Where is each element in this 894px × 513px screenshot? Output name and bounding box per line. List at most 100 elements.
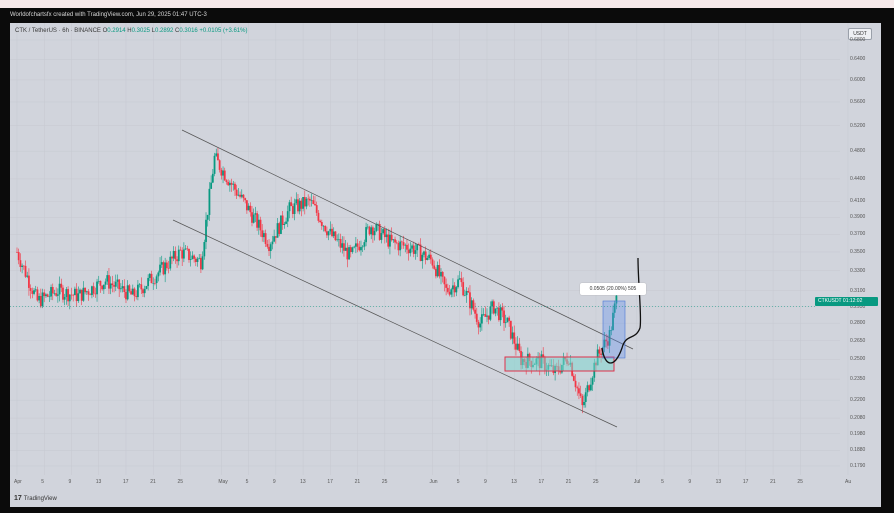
candle-body [133,288,136,297]
candle-body [142,289,144,294]
consolidation-box [504,356,615,372]
x-tick-label: 13 [715,479,722,485]
candle-body [416,244,419,251]
candle-body [600,353,602,356]
candle-body [375,224,378,231]
candle-body [343,243,345,251]
candle-body [429,254,432,260]
candle-body [191,255,194,260]
candle-body [145,286,148,289]
x-tick-label: Au [845,479,852,485]
candle-body [21,265,24,267]
ohlc-o-label: O [102,28,108,34]
candle-body [240,194,243,197]
x-tick-label: 17 [327,479,333,485]
candle-body [315,205,318,213]
candle-body [50,287,52,297]
candle-body [223,170,226,181]
candle-body [407,249,410,254]
tv-logo-text: TradingView [23,496,57,502]
candle-body [171,256,173,259]
candle-body [200,257,202,270]
candle-body [102,284,105,290]
candle-body [205,219,207,243]
candle-body [424,251,427,261]
candle-body [97,280,100,282]
candle-body [41,292,44,307]
candle-body [411,245,413,249]
y-tick-label: 0.5600 [850,98,866,105]
candle-body [17,252,20,261]
candle-body [196,258,199,262]
candle-body [589,384,592,391]
price-chart[interactable] [10,23,881,507]
candle-body [194,258,197,262]
candle-body [104,281,107,285]
candle-body [72,294,75,296]
candle-body [121,286,124,289]
candle-body [586,385,589,393]
candle-body [232,183,235,185]
candle-body [366,226,369,228]
candle-body [293,203,296,215]
candle-body [251,212,253,223]
candle-body [392,239,395,241]
candle-body [406,244,408,250]
candle-body [421,254,424,262]
candle-body [588,385,591,391]
candle-body [605,339,608,342]
y-tick-label: 0.4800 [850,148,866,155]
x-tick-label: 5 [41,479,45,485]
candle-body [31,290,34,294]
candle-body [118,279,121,290]
y-tick-label: 0.3700 [850,231,866,238]
candle-body [225,180,228,183]
candle-body [511,332,514,339]
candle-body [39,295,42,307]
candle-body [417,244,420,245]
x-tick-label: 21 [354,479,361,485]
candle-body [73,288,76,296]
y-tick-label: 0.2950 [850,303,866,310]
candle-body [167,268,170,269]
candle-body [198,257,201,259]
y-tick-label: 0.6800 [850,37,866,43]
candle-body [215,153,218,156]
candle-body [428,254,430,258]
candle-body [300,200,303,209]
candle-body [516,343,519,350]
chart-area[interactable] [10,23,881,507]
candle-body [177,249,180,262]
candle-body [62,287,64,300]
x-tick-label: Apr [14,479,22,485]
candle-body [126,285,129,300]
candle-body [36,289,39,301]
candle-body [436,265,439,277]
candle-body [201,256,204,270]
tradingview-logo[interactable]: 17 TradingView [14,495,57,502]
ticker-legend: CTK / TetherUS · 6h · BINANCE O0.2914 H0… [15,28,247,34]
candle-body [498,307,500,321]
y-tick-label: 0.1880 [850,447,866,454]
ohlc-c-label: C [175,28,180,34]
candle-body [261,230,264,238]
measure-box [602,300,626,359]
candle-body [441,271,444,277]
candle-body [70,294,73,296]
candle-body [143,288,146,294]
candle-body [339,238,342,248]
candle-body [503,310,505,324]
candle-body [274,236,277,238]
candle-body [494,308,497,314]
currency-button[interactable]: USDT [848,28,872,40]
x-tick-label: 5 [456,479,460,485]
candle-body [390,234,393,241]
y-tick-label: 0.2350 [850,376,866,383]
candle-body [455,287,458,293]
candle-body [77,293,80,302]
candle-body [218,160,221,170]
candle-body [244,198,247,201]
symbol-label: CTK / TetherUS · 6h · BINANCE [15,28,101,34]
candle-body [319,220,322,222]
candle-body [382,229,385,234]
